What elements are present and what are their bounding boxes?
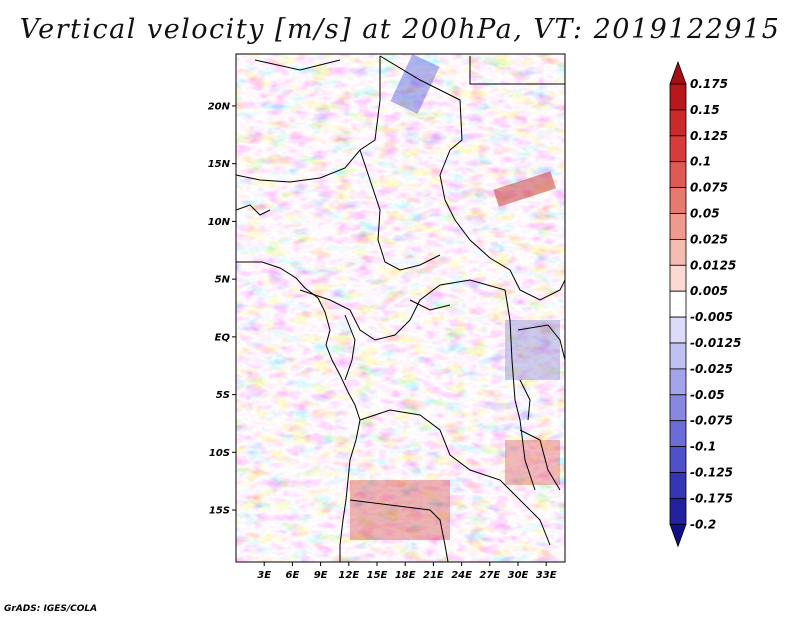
- colorbar-bin: [669, 368, 687, 396]
- colorbar-bin: [669, 472, 687, 499]
- colorbar-bin: [669, 420, 687, 448]
- colorbar-label: -0.175: [690, 491, 733, 505]
- colorbar-bin: [669, 109, 687, 137]
- colorbar-top-arrow: [669, 60, 687, 85]
- longitude-axis: 3E 6E 9E 12E 15E 18E 21E 24E 27E 30E 33E: [257, 562, 557, 581]
- colorbar-label: -0.005: [690, 310, 733, 324]
- colorbar-label: -0.075: [690, 414, 733, 428]
- colorbar-bin: [669, 264, 687, 292]
- colorbar-bin: [669, 446, 687, 473]
- lon-tick-label: 33E: [536, 570, 557, 581]
- colorbar-label: -0.125: [690, 466, 733, 480]
- colorbar-label: 0.05: [690, 207, 720, 221]
- colorbar-bin: [669, 238, 687, 266]
- colorbar-label: 0.15: [690, 103, 720, 117]
- lat-tick-label: 15S: [209, 506, 230, 517]
- map-title: Vertical velocity [m/s] at 200hPa, VT: 2…: [19, 14, 781, 45]
- colorbar-label: 0.1: [690, 155, 711, 169]
- colorbar-label: -0.1: [690, 440, 716, 454]
- colorbar-label: -0.05: [690, 388, 725, 402]
- colorbar-label: 0.025: [690, 232, 728, 246]
- colorbar-label: -0.0125: [690, 336, 741, 350]
- lat-tick-label: 20N: [208, 101, 231, 112]
- lon-tick-label: 12E: [338, 570, 359, 581]
- lon-tick-label: 24E: [451, 570, 472, 581]
- lat-tick-label: 15N: [208, 159, 231, 170]
- lon-tick-label: 27E: [479, 570, 500, 581]
- colorbar-bin: [669, 83, 687, 111]
- colorbar-bin: [669, 187, 687, 214]
- colorbar-bottom-arrow: [669, 523, 687, 548]
- colorbar-label: 0.005: [690, 284, 728, 298]
- grads-credit: GrADS: IGES/COLA: [4, 604, 98, 614]
- colorbar-bin: [669, 316, 687, 344]
- colorbar-bin: [669, 290, 687, 318]
- map-frame: [235, 53, 566, 563]
- lon-tick-label: 18E: [395, 570, 416, 581]
- lon-tick-label: 21E: [423, 570, 444, 581]
- colorbar-label: 0.175: [690, 77, 728, 91]
- lat-tick-label: 10S: [209, 448, 230, 459]
- colorbar-label: 0.125: [690, 129, 728, 143]
- colorbar-bin: [669, 213, 687, 240]
- lon-tick-label: 15E: [367, 570, 388, 581]
- lon-tick-label: 9E: [314, 570, 328, 581]
- lat-tick-label: 5N: [215, 275, 231, 286]
- colorbar-label: -0.025: [690, 362, 733, 376]
- colorbar-bin: [669, 342, 687, 370]
- lat-tick-label: 10N: [208, 217, 231, 228]
- colorbar-bin: [669, 497, 687, 525]
- colorbar-bin: [669, 394, 687, 422]
- latitude-axis: 20N 15N 10N 5N EQ 5S 10S 15S: [208, 101, 236, 517]
- lon-tick-label: 6E: [286, 570, 300, 581]
- colorbar-bin: [669, 135, 687, 163]
- colorbar-label: 0.0125: [690, 258, 736, 272]
- velocity-field: [236, 54, 565, 562]
- colorbar-label: 0.075: [690, 181, 728, 195]
- lat-tick-label: EQ: [215, 332, 231, 343]
- colorbar: 0.175 0.15 0.125 0.1 0.075 0.05 0.025 0.0125 0.0…: [669, 60, 741, 548]
- colorbar-label: -0.2: [690, 517, 716, 531]
- lat-tick-label: 5S: [216, 390, 230, 401]
- lon-tick-label: 30E: [508, 570, 529, 581]
- lon-tick-label: 3E: [257, 570, 271, 581]
- country-borders: [236, 55, 565, 562]
- colorbar-bin: [669, 161, 687, 188]
